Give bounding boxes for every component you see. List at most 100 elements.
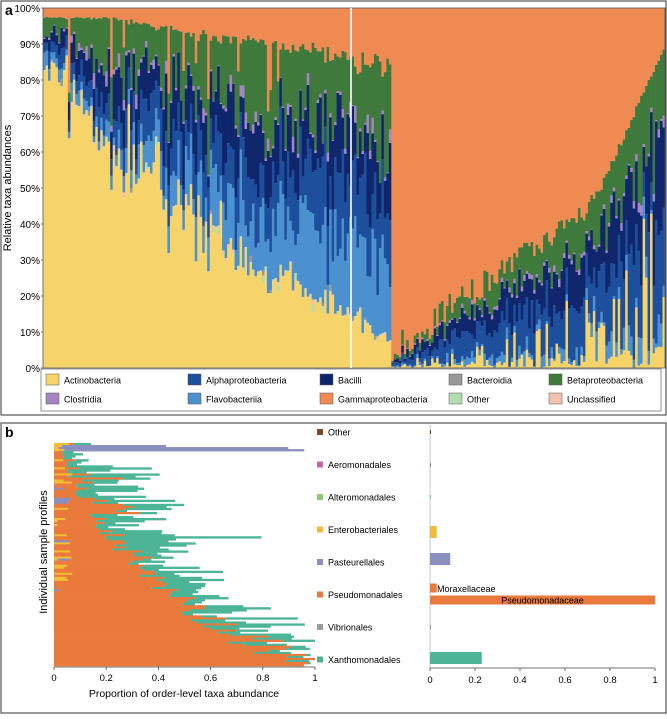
panel-b-profile-bar-pseudomonadales: [71, 557, 152, 559]
panel-a-bar-segment-bacilli: [633, 208, 636, 265]
panel-a-bar-segment-clostridia: [615, 216, 618, 218]
panel-a-bar-segment-actinobacteria: [598, 328, 601, 368]
panel-a-bar-segment-flavobacteriia: [232, 188, 235, 249]
panel-a-bar-segment-gammaproteobacteria: [175, 8, 178, 29]
panel-a-bar-segment-flavobacteriia: [254, 248, 257, 277]
panel-a-bar-segment-alphaproteobacteria: [541, 315, 544, 357]
panel-a-bar-segment-bacilli: [55, 35, 58, 46]
panel-a-bar-segment-clostridia: [456, 322, 459, 323]
panel-a-bar-segment-alphaproteobacteria: [503, 321, 506, 355]
panel-a-bar-segment-clostridia: [605, 251, 608, 253]
panel-b-profile-bar-enterobacteriales: [54, 577, 66, 579]
panel-a-bar-segment-betaproteobacteria: [585, 213, 588, 231]
panel-a-bar-segment-actinobacteria: [85, 112, 88, 368]
panel-a-bar-segment-flavobacteriia: [536, 325, 539, 331]
panel-a-bar-segment-other: [364, 321, 367, 322]
panel-a-ytick-label: 30%: [20, 256, 40, 267]
panel-a-bar-segment-unclassified: [130, 193, 133, 194]
panel-a-bar-segment-flavobacteriia: [135, 175, 138, 184]
panel-a-bar-segment-bacilli: [274, 120, 277, 183]
panel-b-profile-bar-xanthomonadales: [197, 621, 246, 623]
panel-a-bar-segment-betaproteobacteria: [615, 155, 618, 216]
panel-a-bar-segment-gammaproteobacteria: [215, 8, 218, 36]
panel-a-bar-segment-unclassified: [319, 297, 322, 298]
panel-a-bar-segment-unclassified: [356, 312, 359, 313]
panel-a-bar-segment-alphaproteobacteria: [314, 170, 317, 230]
panel-a-bar-segment-clostridia: [160, 88, 163, 91]
panel-a-bar-segment-gammaproteobacteria: [337, 8, 340, 56]
panel-b-profile-bar-pseudomonadales: [54, 536, 105, 538]
panel-a-bar-segment-betaproteobacteria: [638, 103, 641, 203]
panel-a-bar-segment-alphaproteobacteria: [538, 304, 541, 319]
panel-a-bar-segment-unclassified: [252, 270, 255, 271]
panel-a-bar-segment-other: [98, 151, 101, 152]
panel-a-bar-segment-gammaproteobacteria: [138, 8, 141, 23]
panel-a-bar-segment-gammaproteobacteria: [182, 8, 185, 71]
panel-a-bar-segment-bacilli: [250, 130, 253, 179]
panel-a-bar-segment-bacilli: [613, 191, 616, 264]
panel-a-bar-segment-clostridia: [319, 94, 322, 97]
panel-a-bar-segment-unclassified: [317, 302, 320, 303]
panel-a-bar-segment-betaproteobacteria: [170, 26, 173, 101]
panel-b-profile-bar-xanthomonadales: [236, 630, 268, 632]
panel-a-bar-segment-flavobacteriia: [558, 347, 561, 354]
panel-a-bar-segment-other: [170, 217, 173, 218]
panel-a-bar-segment-other: [192, 215, 195, 216]
panel-b-profile-bar-pseudomonadales: [54, 555, 135, 557]
panel-a-bar-segment-bacilli: [252, 133, 255, 179]
panel-b-profile-bar-pasteurellales: [54, 500, 69, 502]
panel-b-legend-label: Pasteurellales: [328, 558, 385, 568]
panel-a-ytick-label: 90%: [20, 40, 40, 51]
panel-a-bar-segment-betaproteobacteria: [98, 18, 101, 70]
panel-a-bar-segment-clostridia: [332, 140, 335, 141]
panel-a-bar-segment-betaproteobacteria: [327, 47, 330, 153]
panel-a-bar-segment-flavobacteriia: [456, 363, 459, 365]
panel-a-bar-segment-other: [140, 142, 143, 143]
panel-a-bar-segment-bacilli: [580, 258, 583, 307]
panel-a-bar-segment-bacilli: [267, 151, 270, 208]
panel-b-profile-bar-xanthomonadales: [143, 569, 159, 571]
panel-a-bar-segment-alphaproteobacteria: [593, 268, 596, 296]
panel-a-bar-segment-clostridia: [302, 120, 305, 121]
panel-a-bar-segment-gammaproteobacteria: [551, 8, 554, 246]
panel-a-bar-segment-flavobacteriia: [409, 365, 412, 367]
panel-a-bar-segment-bacilli: [446, 326, 449, 340]
panel-a-bar-segment-unclassified: [172, 206, 175, 207]
panel-a-bar-segment-clostridia: [48, 38, 51, 40]
panel-b-profile-bar-pseudomonadales: [54, 514, 90, 516]
panel-a-bar-segment-flavobacteriia: [653, 339, 656, 354]
panel-a-bar-segment-other: [227, 248, 230, 249]
panel-b-profile-bar-xanthomonadales: [253, 638, 292, 640]
panel-a-bar-segment-betaproteobacteria: [643, 92, 646, 144]
panel-a-bar-segment-bacilli: [598, 247, 601, 271]
panel-a-bar-segment-flavobacteriia: [167, 226, 170, 253]
panel-a-bar-segment-alphaproteobacteria: [516, 321, 519, 360]
panel-a-bar-segment-bacilli: [210, 71, 213, 118]
panel-a-bar-segment-gammaproteobacteria: [115, 8, 118, 18]
panel-a-bar-segment-betaproteobacteria: [541, 253, 544, 284]
panel-a-bar-segment-flavobacteriia: [45, 51, 48, 66]
panel-a-bar-segment-clostridia: [65, 28, 68, 29]
panel-a-bar-segment-actinobacteria: [83, 117, 86, 368]
panel-a-bar-segment-clostridia: [461, 304, 464, 308]
panel-a-bar-segment-clostridia: [548, 268, 551, 273]
panel-a-bar-segment-alphaproteobacteria: [294, 193, 297, 245]
panel-a-bar-segment-clostridia: [389, 129, 392, 143]
panel-a-bar-segment-alphaproteobacteria: [488, 333, 491, 358]
panel-a-bar-segment-actinobacteria: [660, 347, 663, 368]
panel-a-bar-segment-alphaproteobacteria: [613, 264, 616, 296]
panel-a-bar-segment-gammaproteobacteria: [374, 8, 377, 54]
panel-a-bar-segment-clostridia: [334, 122, 337, 125]
panel-a-bar-segment-flavobacteriia: [294, 245, 297, 273]
panel-b-profile-bar-xanthomonadales: [79, 496, 146, 498]
panel-a-bar-segment-betaproteobacteria: [446, 306, 449, 325]
panel-a-bar-segment-betaproteobacteria: [237, 71, 240, 135]
panel-a-bar-segment-betaproteobacteria: [60, 18, 63, 28]
panel-a-bar-segment-clostridia: [620, 223, 623, 231]
panel-a-bar-segment-alphaproteobacteria: [518, 303, 521, 346]
panel-a-bar-segment-other: [133, 145, 136, 146]
panel-a-bar-segment-flavobacteriia: [309, 212, 312, 294]
panel-a-bar-segment-clostridia: [70, 36, 73, 43]
panel-a-bar-segment-flavobacteriia: [593, 296, 596, 311]
panel-a-bar-segment-gammaproteobacteria: [284, 8, 287, 50]
